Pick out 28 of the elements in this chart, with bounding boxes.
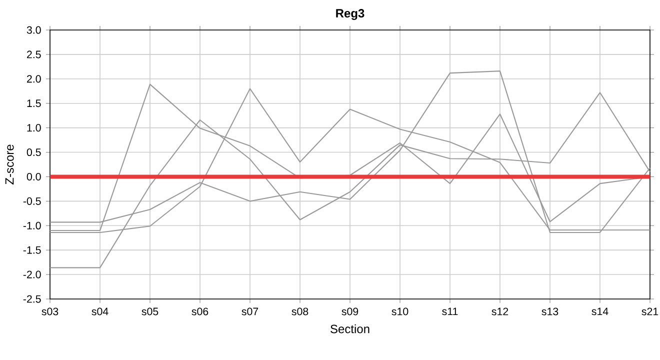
y-tick-label: 1.5 bbox=[27, 100, 41, 108]
y-tick-label: 2.5 bbox=[27, 50, 41, 58]
x-tick-label: s13 bbox=[542, 308, 558, 316]
x-tick-label: s07 bbox=[242, 308, 258, 316]
x-tick-label: s05 bbox=[142, 308, 158, 316]
x-tick-label: s03 bbox=[42, 308, 58, 316]
x-tick-label: s21 bbox=[642, 308, 658, 316]
y-tick-label: 0.0 bbox=[26, 172, 41, 180]
y-tick-label: -2.5 bbox=[23, 295, 41, 303]
y-tick-label: 1.0 bbox=[27, 124, 41, 132]
x-axis-title: Section bbox=[330, 324, 370, 334]
y-tick-label: -1.0 bbox=[23, 222, 41, 230]
chart-title: Reg3 bbox=[336, 9, 364, 20]
y-tick-label: 0.5 bbox=[26, 148, 41, 156]
y-tick-label: 3.0 bbox=[26, 26, 41, 34]
x-tick-label: s12 bbox=[492, 308, 508, 316]
x-tick-label: s08 bbox=[292, 308, 308, 316]
x-tick-label: s06 bbox=[192, 308, 208, 316]
x-tick-label: s10 bbox=[392, 308, 408, 316]
x-tick-label: s09 bbox=[342, 308, 358, 316]
x-tick-label: s11 bbox=[442, 308, 458, 316]
x-tick-label: s04 bbox=[92, 308, 108, 316]
y-tick-label: 2.0 bbox=[27, 75, 41, 83]
y-tick-label: -1.5 bbox=[23, 246, 41, 254]
y-tick-label: -2.0 bbox=[23, 270, 41, 278]
x-tick-label: s14 bbox=[592, 308, 608, 316]
y-axis-title: Z-score bbox=[5, 144, 14, 184]
y-tick-label: -0.5 bbox=[23, 197, 41, 205]
